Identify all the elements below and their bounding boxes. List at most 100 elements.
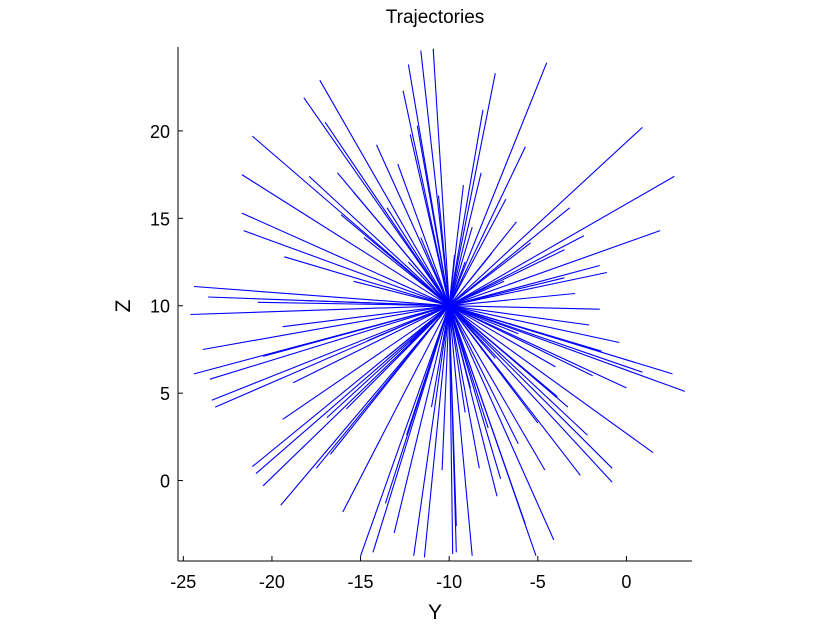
trajectory-line	[448, 305, 588, 436]
trajectory-line	[448, 305, 593, 377]
trajectory-line	[292, 305, 450, 384]
trajectory-line	[448, 305, 519, 445]
trajectory-line	[449, 305, 600, 310]
trajectory-line	[449, 305, 643, 373]
trajectory-line	[393, 305, 450, 534]
y-tick-label: 15	[150, 209, 170, 229]
trajectory-line	[448, 305, 526, 525]
trajectory-line	[243, 230, 450, 307]
trajectory-line	[448, 249, 565, 307]
trajectory-line	[342, 305, 450, 513]
trajectory-line	[448, 305, 502, 479]
trajectory-line	[448, 305, 558, 398]
trajectory-line	[284, 256, 450, 307]
trajectory-line	[448, 305, 613, 483]
trajectory-line	[430, 305, 450, 408]
trajectory-line	[448, 280, 505, 307]
trajectory-line	[385, 305, 450, 359]
x-tick-label: -15	[348, 572, 374, 592]
trajectory-line	[241, 212, 450, 307]
trajectory-line	[211, 305, 450, 401]
trajectory-line	[448, 305, 539, 424]
trajectory-line	[448, 172, 482, 306]
trajectory-line	[190, 305, 450, 316]
trajectory-line	[448, 235, 585, 307]
trajectory-line	[448, 207, 571, 307]
trajectory-line	[397, 163, 450, 306]
trajectory-line	[448, 305, 627, 389]
x-tick-label: -5	[530, 572, 546, 592]
trajectory-line	[448, 305, 454, 555]
y-tick-label: 20	[150, 122, 170, 142]
trajectory-line	[409, 134, 450, 306]
trajectory-line	[280, 305, 450, 506]
trajectory-line	[202, 305, 450, 351]
trajectory-line	[329, 305, 450, 455]
trajectory-line	[449, 305, 590, 326]
trajectory-line	[367, 305, 450, 342]
trajectory-line	[420, 50, 450, 306]
trajectory-line	[406, 305, 450, 436]
trajectory-line	[448, 221, 517, 307]
trajectory-line	[448, 305, 654, 454]
trajectory-line	[255, 305, 450, 475]
trajectory-line	[353, 191, 450, 307]
trajectory-line	[448, 198, 507, 306]
trajectory-line	[353, 280, 450, 307]
trajectory-line	[386, 207, 450, 306]
trajectory-line	[448, 126, 643, 307]
trajectory-line	[448, 226, 473, 306]
trajectory-line	[448, 305, 480, 469]
trajectory-line	[257, 301, 450, 307]
trajectory-line	[360, 305, 450, 556]
trajectory-line	[449, 292, 576, 307]
trajectory-line	[448, 305, 466, 413]
y-tick-label: 5	[160, 384, 170, 404]
trajectory-line	[448, 305, 519, 335]
trajectory-line	[340, 214, 450, 307]
trajectory-line	[241, 174, 450, 307]
trajectory-line	[324, 121, 450, 307]
trajectory-line	[448, 185, 464, 306]
y-tick-label: 10	[150, 297, 170, 317]
trajectory-line	[449, 271, 608, 307]
y-axis-label: Z	[112, 299, 135, 313]
trajectory-line	[448, 146, 526, 306]
x-tick-label: -25	[170, 572, 196, 592]
trajectory-line	[282, 305, 450, 328]
trajectory-line	[448, 305, 546, 471]
trajectory-line	[209, 305, 450, 380]
trajectory-line	[448, 305, 457, 527]
trajectory-line	[432, 48, 450, 306]
x-tick-label: -10	[436, 572, 462, 592]
trajectory-line	[346, 305, 450, 410]
trajectory-line	[449, 305, 620, 344]
x-tick-label: -20	[259, 572, 285, 592]
x-axis-label: Y	[427, 601, 442, 624]
trajectory-line	[448, 305, 555, 541]
trajectory-line	[375, 144, 450, 306]
trajectory-line	[449, 264, 600, 307]
trajectory-line	[308, 175, 450, 307]
chart-title: Trajectories	[385, 7, 485, 28]
trajectory-line	[449, 277, 565, 307]
trajectory-line	[423, 305, 450, 558]
trajectory-line	[448, 305, 613, 469]
trajectory-line	[441, 305, 450, 471]
trajectory-line	[303, 97, 450, 307]
trajectory-line	[448, 73, 496, 306]
trajectory-line	[448, 242, 532, 307]
trajectory-line	[193, 285, 450, 307]
trajectory-line	[262, 305, 450, 357]
trajectory-line	[420, 237, 450, 306]
trajectory-line	[448, 305, 496, 359]
trajectory-line	[437, 195, 450, 306]
trajectory-line	[448, 305, 556, 368]
trajectory-line	[407, 261, 450, 307]
trajectory-line	[407, 64, 450, 306]
trajectory-line	[282, 305, 450, 420]
trajectory-lines	[190, 48, 686, 558]
trajectory-line	[448, 109, 484, 306]
axes: -25 -20 -15 -10 -5 0 0 5 10 15 20	[150, 47, 692, 592]
